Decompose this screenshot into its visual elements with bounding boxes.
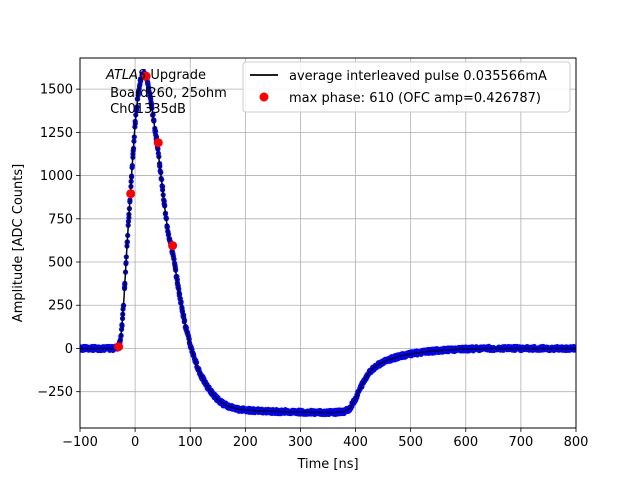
x-tick-label: 0 xyxy=(131,435,139,450)
scatter-band-points xyxy=(80,69,576,417)
x-tick-label: 400 xyxy=(343,435,368,450)
legend-entry-max-phase: max phase: 610 (OFC amp=0.426787) xyxy=(289,91,541,106)
x-tick-label: 500 xyxy=(398,435,423,450)
annotation-channel: Ch01335dB xyxy=(106,102,186,117)
max-phase-point xyxy=(168,241,178,251)
annotation-upgrade: Upgrade xyxy=(146,68,206,83)
x-tick-label: 300 xyxy=(288,435,313,450)
y-axis-label: Amplitude [ADC Counts] xyxy=(11,164,26,322)
max-phase-point xyxy=(126,189,136,199)
legend-entry-average-pulse: average interleaved pulse 0.035566mA xyxy=(289,69,547,84)
max-phase-point xyxy=(141,71,151,81)
y-tick-label: 500 xyxy=(48,256,73,271)
y-axis-ticks: −250 0 250 500 750 1000 1250 1500 xyxy=(37,83,80,400)
y-tick-label: −250 xyxy=(37,385,73,400)
x-axis-label: Time [ns] xyxy=(296,457,358,472)
y-tick-label: 0 xyxy=(65,342,73,357)
y-tick-label: 750 xyxy=(48,212,73,227)
axes-frame xyxy=(79,57,577,429)
x-tick-label: 200 xyxy=(233,435,258,450)
x-tick-label: 100 xyxy=(178,435,203,450)
annotation-board: Board260, 25ohm xyxy=(106,86,227,101)
x-axis-ticks: −100 0 100 200 300 400 500 600 700 800 xyxy=(62,428,588,450)
annotation-atlas: ATLAS xyxy=(105,68,146,83)
legend-marker-swatch xyxy=(259,92,269,102)
x-tick-label: 700 xyxy=(508,435,533,450)
y-tick-label: 1500 xyxy=(40,83,73,98)
max-phase-point xyxy=(153,138,163,148)
y-tick-label: 1000 xyxy=(40,169,73,184)
x-tick-label: 800 xyxy=(564,435,589,450)
legend-box xyxy=(242,61,571,113)
x-tick-label: −100 xyxy=(62,435,98,450)
legend: average interleaved pulse 0.035566mA max… xyxy=(242,61,571,113)
max-phase-point xyxy=(114,342,124,352)
y-tick-label: 250 xyxy=(48,299,73,314)
svg-text:ATLAS Upgrade: ATLAS Upgrade xyxy=(105,68,206,83)
x-tick-label: 600 xyxy=(453,435,478,450)
plot-area xyxy=(80,69,576,417)
average-pulse-line xyxy=(80,72,576,414)
atlas-annotation: ATLAS Upgrade Board260, 25ohm Ch01335dB xyxy=(105,68,227,117)
y-tick-label: 1250 xyxy=(40,126,73,141)
